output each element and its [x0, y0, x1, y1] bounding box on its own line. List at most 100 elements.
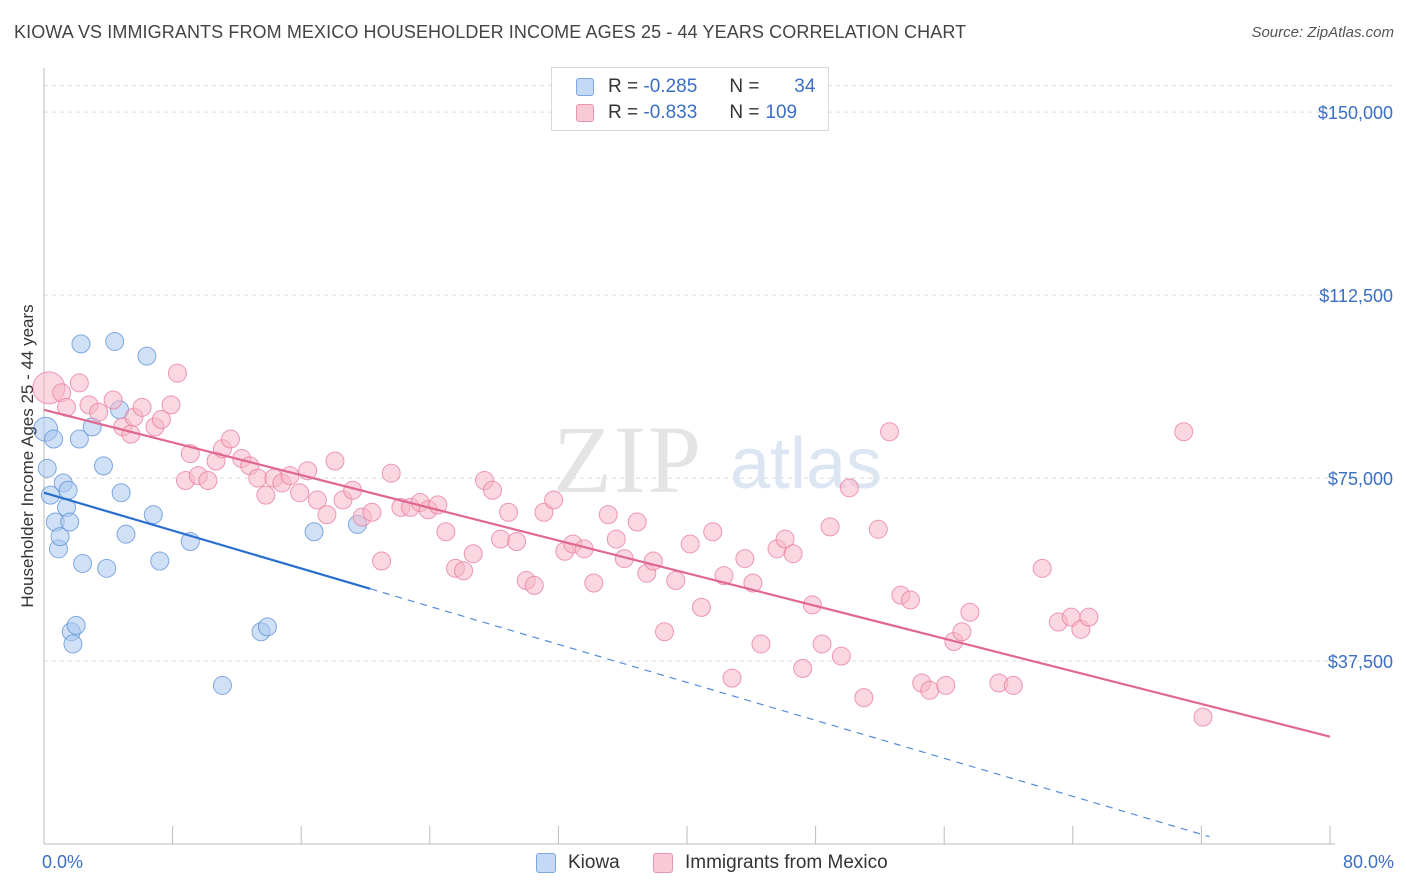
- kiowa-point: [93, 456, 113, 476]
- kiowa-point: [137, 346, 157, 366]
- mexico-point: [491, 529, 511, 549]
- mexico-point: [372, 551, 392, 571]
- y-tick-label: $150,000: [1318, 103, 1393, 123]
- mexico-point: [584, 573, 604, 593]
- mexico-point: [381, 463, 401, 483]
- source-label: Source: ZipAtlas.com: [1251, 24, 1394, 41]
- mexico-point: [1193, 707, 1213, 727]
- y-tick-labels: $37,500 $75,000 $112,500 $150,000: [1318, 103, 1393, 672]
- kiowa-point: [66, 615, 86, 635]
- kiowa-point: [60, 512, 80, 532]
- mexico-point: [691, 597, 711, 617]
- mexico-point: [256, 485, 276, 505]
- mexico-point: [151, 410, 171, 430]
- x-axis-max-label: 80.0%: [1342, 852, 1394, 872]
- mexico-point: [482, 480, 502, 500]
- mexico-point: [936, 675, 956, 695]
- y-tick-label: $75,000: [1328, 469, 1393, 489]
- legend-r-value: -0.285: [643, 76, 698, 97]
- mexico-point: [69, 373, 89, 393]
- legend-n-value: 34: [794, 76, 816, 97]
- mexico-point: [960, 602, 980, 622]
- kiowa-point: [116, 524, 136, 544]
- mexico-point: [1174, 422, 1194, 442]
- mexico-point: [1079, 607, 1099, 627]
- mexico-trend-line: [43, 408, 1331, 738]
- mexico-point: [248, 468, 268, 488]
- mexico-point: [714, 566, 734, 586]
- kiowa-trend-line: [43, 491, 371, 590]
- mexico-point: [103, 390, 123, 410]
- y-tick-label: $37,500: [1328, 652, 1393, 672]
- mexico-point: [868, 519, 888, 539]
- series-swatch-kiowa: [536, 853, 556, 873]
- mexico-point: [132, 397, 152, 417]
- mexico-point: [161, 395, 181, 415]
- mexico-point: [854, 688, 874, 708]
- mexico-point: [499, 502, 519, 522]
- series-legend-mexico: Immigrants from Mexico: [653, 852, 888, 874]
- y-tick-label: $112,500: [1319, 286, 1393, 306]
- mexico-point: [666, 571, 686, 591]
- mexico-point: [793, 658, 813, 678]
- watermark-zip: ZIP: [553, 406, 703, 513]
- mexico-point: [812, 634, 832, 654]
- kiowa-point: [257, 617, 277, 637]
- kiowa-point: [105, 331, 125, 351]
- legend-n-label: N =: [729, 76, 760, 97]
- chart-title: KIOWA VS IMMIGRANTS FROM MEXICO HOUSEHOL…: [14, 22, 967, 42]
- legend-r-label: R =: [608, 102, 639, 123]
- mexico-point: [735, 549, 755, 569]
- kiowa-point: [63, 634, 83, 654]
- mexico-point: [1003, 675, 1023, 695]
- series-legend: Kiowa Immigrants from Mexico: [0, 852, 1406, 878]
- mexico-point: [751, 634, 771, 654]
- mexico-point: [900, 590, 920, 610]
- mexico-point: [454, 561, 474, 581]
- legend-row-kiowa: R = -0.285 N = 34: [576, 76, 815, 98]
- kiowa-point: [71, 334, 91, 354]
- mexico-point: [680, 534, 700, 554]
- mexico-point: [463, 544, 483, 564]
- series-swatch-mexico: [653, 853, 673, 873]
- mexico-point: [627, 512, 647, 532]
- mexico-point: [362, 502, 382, 522]
- kiowa-point: [111, 483, 131, 503]
- mexico-point: [952, 622, 972, 642]
- correlation-legend: R = -0.285 N = 34 R = -0.833 N = 109: [551, 67, 829, 131]
- mexico-point: [703, 522, 723, 542]
- kiowa-point: [37, 458, 57, 478]
- mexico-point: [544, 490, 564, 510]
- mexico-point: [507, 532, 527, 552]
- series-label-mexico: Immigrants from Mexico: [685, 852, 888, 873]
- series-label-kiowa: Kiowa: [568, 852, 620, 873]
- mexico-point: [290, 483, 310, 503]
- y-axis-label: Householder Income Ages 25 - 44 years: [18, 304, 37, 608]
- kiowa-point: [304, 522, 324, 542]
- kiowa-trend-extension: [370, 588, 1210, 838]
- kiowa-point: [150, 551, 170, 571]
- mexico-point: [654, 622, 674, 642]
- kiowa-point: [97, 558, 117, 578]
- data-points: [32, 331, 1213, 727]
- mexico-point: [598, 505, 618, 525]
- mexico-point: [325, 451, 345, 471]
- mexico-point: [89, 402, 109, 422]
- kiowa-point: [58, 480, 78, 500]
- legend-n-label: N =: [729, 102, 760, 123]
- mexico-point: [167, 363, 187, 383]
- mexico-point: [1032, 558, 1052, 578]
- kiowa-point: [44, 429, 64, 449]
- watermark-atlas: atlas: [730, 424, 882, 504]
- legend-swatch-mexico: [576, 104, 594, 122]
- mexico-point: [820, 517, 840, 537]
- mexico-point: [307, 490, 327, 510]
- mexico-point: [743, 573, 763, 593]
- kiowa-point: [69, 429, 89, 449]
- kiowa-point: [50, 527, 70, 547]
- mexico-point: [880, 422, 900, 442]
- legend-n-value: 109: [765, 102, 798, 123]
- mexico-point: [831, 646, 851, 666]
- mexico-point: [436, 522, 456, 542]
